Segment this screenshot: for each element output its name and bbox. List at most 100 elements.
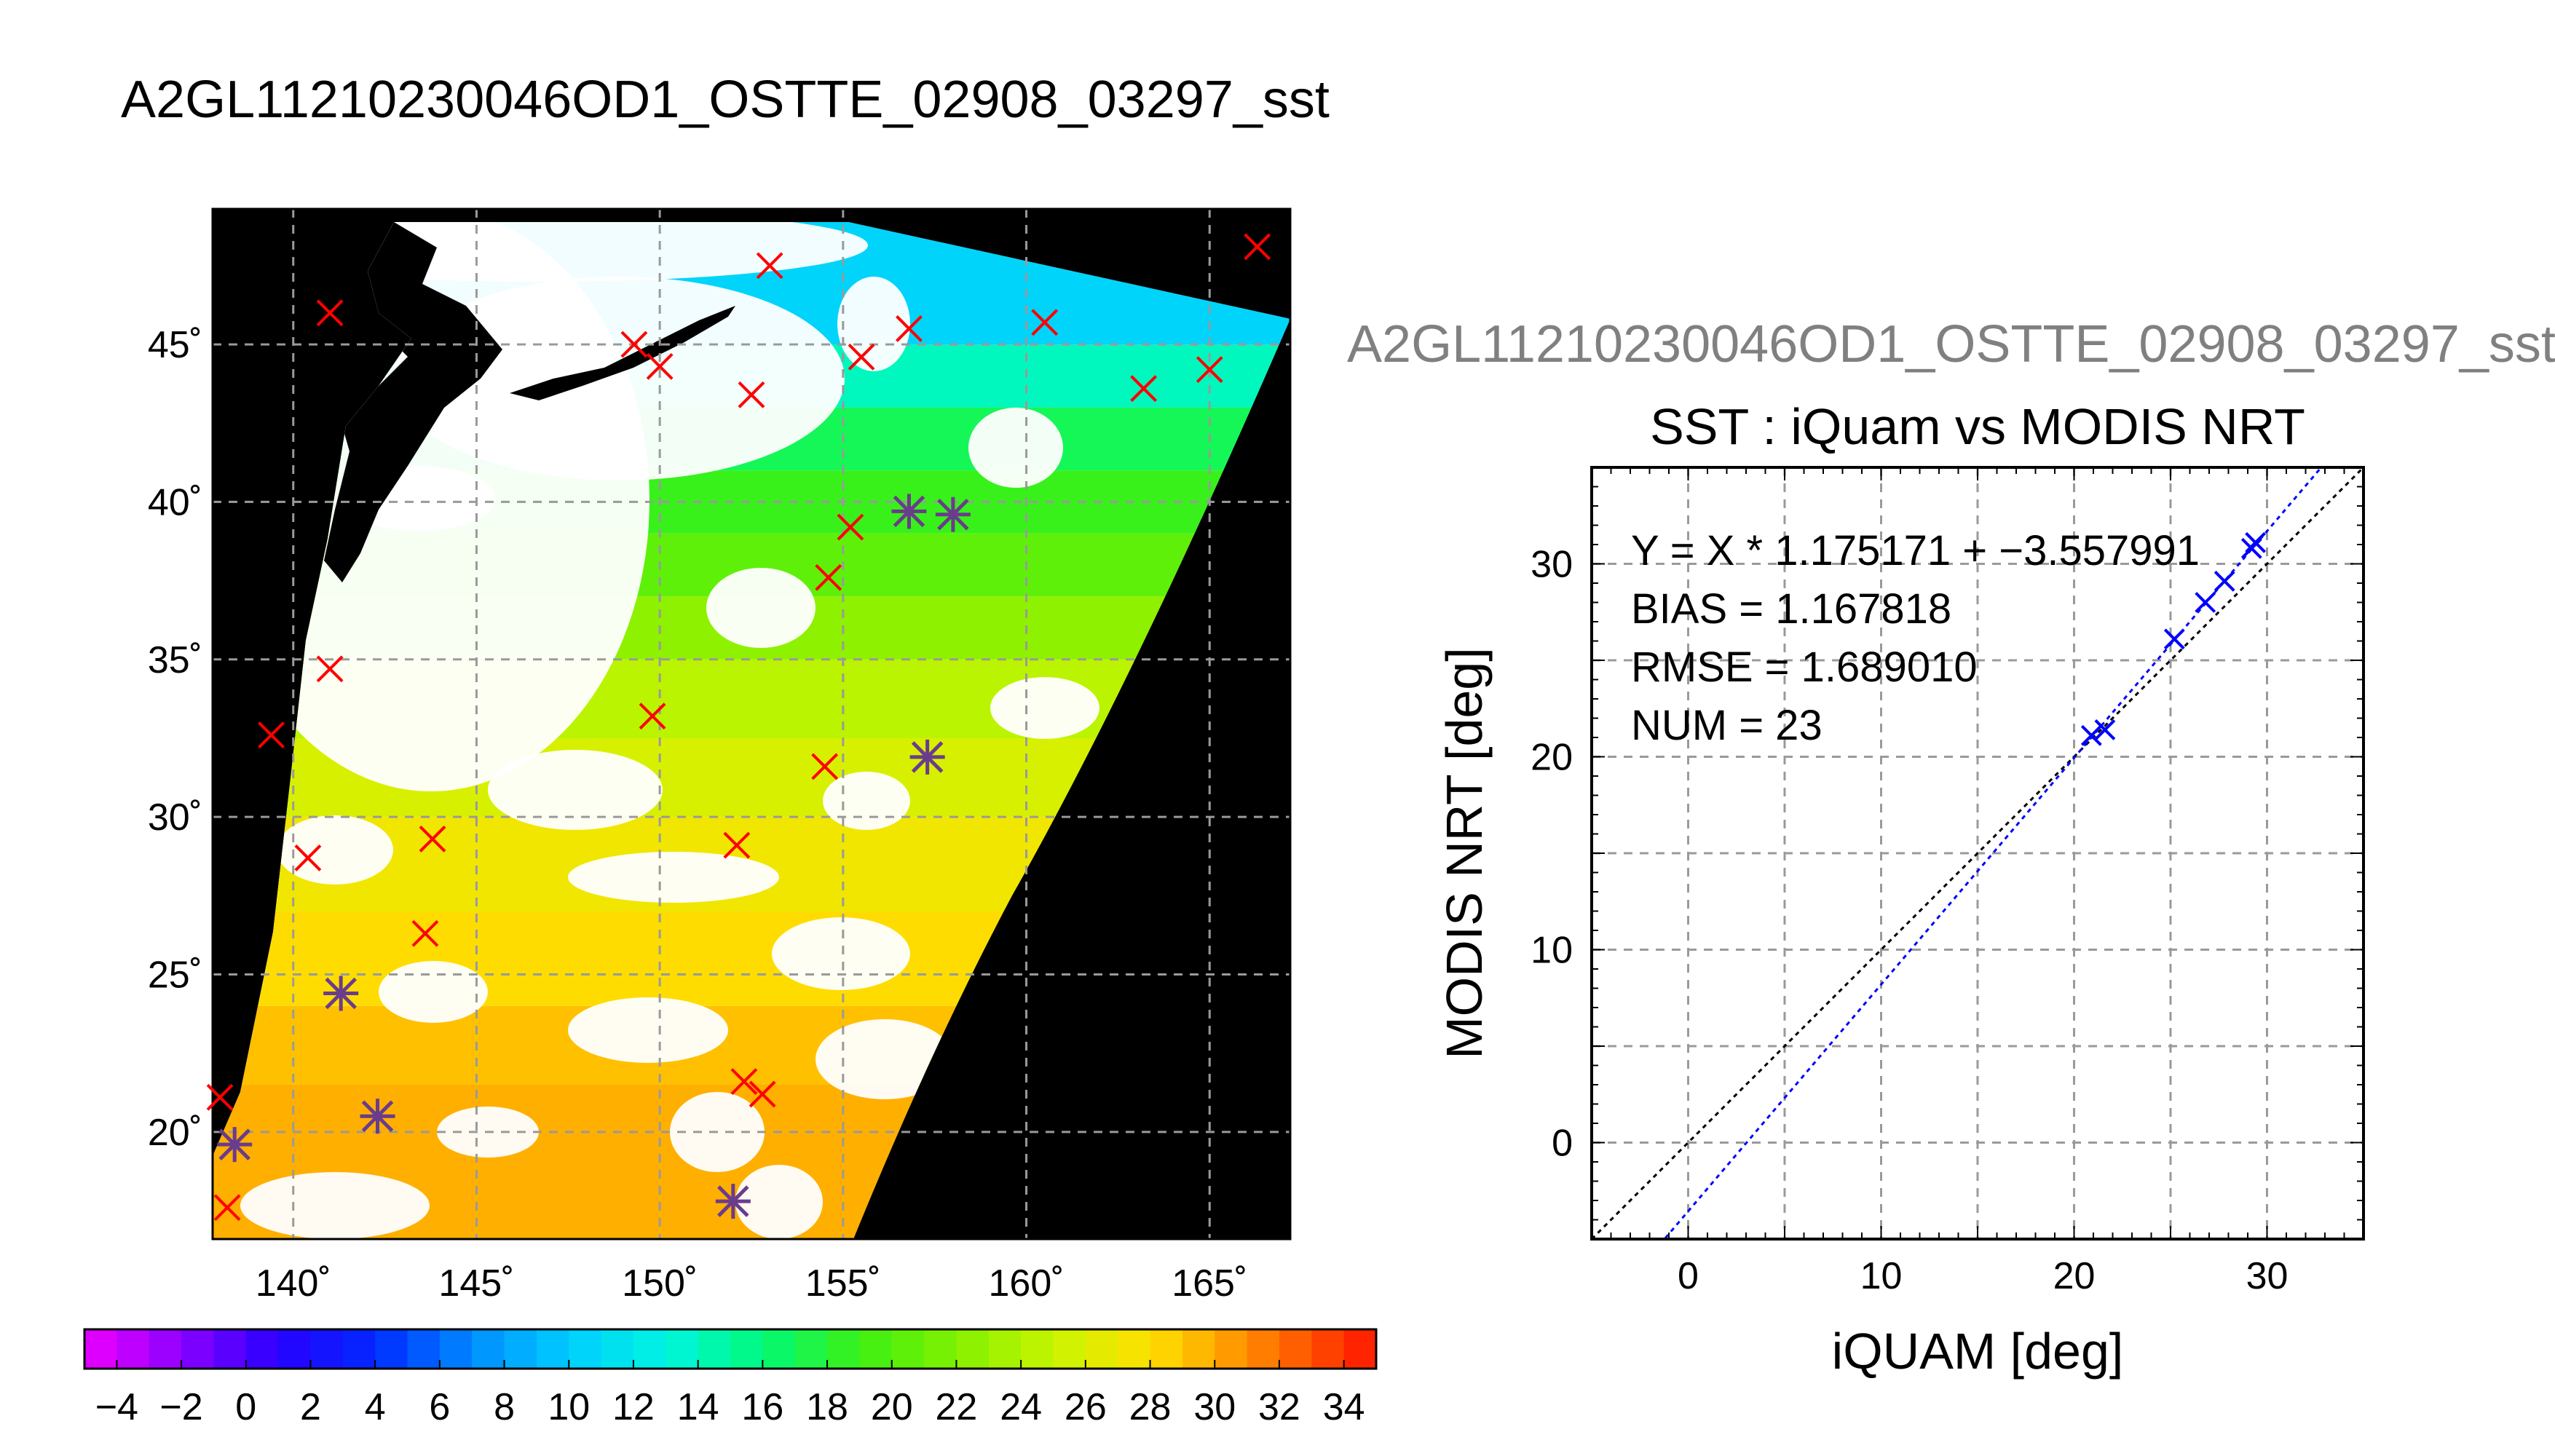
colorbar-tick-label: −4 (95, 1386, 138, 1428)
map-marker-red (294, 844, 322, 871)
map-marker-star (715, 1184, 751, 1219)
cloud-patch (568, 852, 779, 903)
colorbar-segment (1182, 1329, 1215, 1369)
map-marker-star (217, 1127, 253, 1163)
colorbar-tick-label: 0 (235, 1386, 256, 1428)
cloud-patch (240, 1172, 430, 1239)
colorbar-tick-label: −2 (159, 1386, 202, 1428)
colorbar-tick-label: 4 (365, 1386, 386, 1428)
colorbar-tick-label: 12 (612, 1386, 655, 1428)
map-marker-red (811, 753, 839, 780)
scatter-annotation-line: RMSE = 1.689010 (1631, 644, 1978, 691)
map-lon-tick-label: 160˚ (989, 1262, 1065, 1305)
map-lat-tick-label: 35˚ (148, 639, 202, 681)
colorbar-tick-label: 18 (806, 1386, 848, 1428)
colorbar-segment (1085, 1329, 1118, 1369)
map-marker-red (258, 721, 285, 749)
colorbar-tick-label: 26 (1065, 1386, 1107, 1428)
one-to-one-line (1592, 467, 2364, 1239)
colorbar-tick-label: 34 (1323, 1386, 1365, 1428)
colorbar-segment (601, 1329, 634, 1369)
scatter-annotation-line: Y = X * 1.175171 + −3.557991 (1631, 527, 2200, 574)
map-marker-red (206, 1083, 234, 1111)
colorbar-segment (536, 1329, 569, 1369)
scatter-x-tick-label: 20 (2053, 1255, 2096, 1297)
colorbar-segment (310, 1329, 344, 1369)
colorbar-segment (245, 1329, 279, 1369)
colorbar-segment (1053, 1329, 1086, 1369)
colorbar-tick-label: 6 (429, 1386, 450, 1428)
scatter-point (2163, 628, 2185, 650)
colorbar-segment (794, 1329, 828, 1369)
map-marker-red (815, 563, 842, 591)
colorbar-segment (117, 1329, 150, 1369)
colorbar-tick-label: 24 (1000, 1386, 1042, 1428)
map-lon-tick-label: 140˚ (256, 1262, 331, 1305)
colorbar-segment (666, 1329, 699, 1369)
colorbar-segment (1279, 1329, 1312, 1369)
scatter-file-title: A2GL11210230046OD1_OSTTE_02908_03297_sst (1347, 315, 2555, 373)
colorbar-segment (278, 1329, 311, 1369)
map-lat-tick-label: 45˚ (148, 324, 202, 366)
cloud-patch (277, 815, 393, 885)
map-marker-red (1130, 375, 1158, 403)
map-lon-tick-label: 150˚ (622, 1262, 698, 1305)
cloud-patch (837, 277, 910, 371)
colorbar-tick-label: 20 (871, 1386, 913, 1428)
map-marker-red (848, 343, 875, 371)
colorbar-segment (375, 1329, 408, 1369)
colorbar-frame (83, 1328, 1378, 1370)
cloud-patch (488, 750, 663, 830)
colorbar-segment (472, 1329, 505, 1369)
map-marker-red (316, 655, 344, 683)
colorbar-segment (891, 1329, 925, 1369)
colorbar-segment (698, 1329, 731, 1369)
map-marker-red (419, 826, 446, 852)
colorbar-segment (956, 1329, 990, 1369)
map-marker-red (896, 315, 923, 342)
cloud-patch (393, 277, 845, 480)
cloud-patch (772, 917, 910, 990)
colorbar-segment (181, 1329, 214, 1369)
map-marker-red (639, 703, 666, 730)
colorbar-tick-label: 14 (677, 1386, 719, 1428)
sst-swath (213, 222, 1290, 1239)
map-marker-red (730, 1068, 758, 1096)
scatter-annotation-line: NUM = 23 (1631, 702, 1823, 749)
scatter-x-tick-label: 10 (1860, 1255, 1903, 1297)
map-marker-star (909, 739, 945, 775)
colorbar-tick-label: 2 (300, 1386, 321, 1428)
cloud-patch (379, 961, 488, 1023)
colorbar-segment (730, 1329, 763, 1369)
cloud-patch (735, 1165, 823, 1239)
cloud-patch (706, 568, 816, 648)
map-marker-red (1196, 356, 1223, 384)
colorbar-segment (407, 1329, 441, 1369)
colorbar-segment (213, 1329, 247, 1369)
colorbar-segment (1215, 1329, 1248, 1369)
scatter-lines (1592, 467, 2364, 1239)
colorbar-tick-label: 16 (741, 1386, 783, 1428)
map-lon-tick-label: 145˚ (438, 1262, 514, 1305)
colorbar-tick-label: 32 (1258, 1386, 1300, 1428)
cloud-patch (990, 677, 1099, 739)
scatter-point (2195, 592, 2216, 613)
cloud-patch (568, 997, 728, 1063)
regression-fit-line (1663, 467, 2323, 1239)
colorbar-segment (859, 1329, 893, 1369)
scatter-title: SST : iQuam vs MODIS NRT (1650, 398, 2305, 455)
map-marker-star (891, 494, 927, 529)
map-marker-red (738, 381, 765, 408)
map-marker-star (935, 496, 971, 532)
map-marker-red (749, 1080, 776, 1108)
colorbar-segment (504, 1329, 537, 1369)
scatter-x-axis-label: iQUAM [deg] (1832, 1323, 2124, 1380)
map-lon-tick-label: 155˚ (805, 1262, 881, 1305)
map-marker-star (360, 1099, 395, 1134)
scatter-point (2080, 724, 2102, 746)
cloud-patch (968, 408, 1063, 488)
colorbar-segment (633, 1329, 666, 1369)
colorbar-tick-label: 8 (494, 1386, 515, 1428)
scatter-point (2245, 531, 2267, 553)
map-frame (211, 207, 1292, 1241)
